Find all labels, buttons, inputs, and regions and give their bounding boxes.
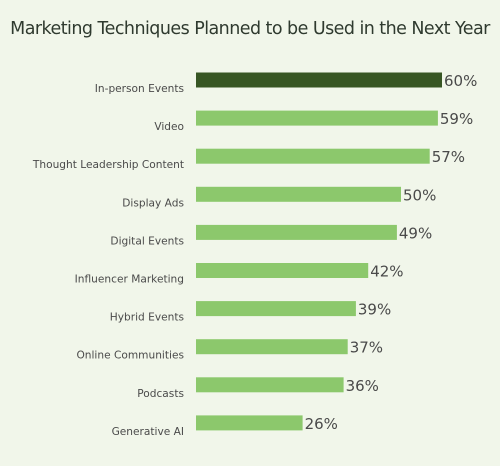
bar-podcasts [196,377,344,393]
bar-generative-ai [196,415,303,431]
category-label: Video [154,121,184,133]
value-label: 39% [358,301,391,319]
bar-video [196,110,438,126]
bar-hybrid-events [196,301,356,317]
category-label: Digital Events [110,235,184,247]
chart-title: Marketing Techniques Planned to be Used … [10,19,490,39]
category-label: Hybrid Events [110,312,184,324]
category-label: In-person Events [95,83,184,95]
value-label: 37% [350,339,383,357]
value-label: 36% [346,377,379,395]
value-label: 49% [399,224,432,242]
category-label: Influencer Marketing [75,274,184,286]
category-label: Online Communities [76,350,184,362]
value-label: 26% [305,415,338,433]
bar-in-person-events [196,72,442,88]
value-label: 57% [432,148,465,166]
value-label: 59% [440,110,473,128]
value-label: 50% [403,186,436,204]
bar-influencer-marketing [196,263,369,278]
bar-thought-leadership-content [196,148,430,164]
bar-online-communities [196,339,348,355]
category-label: Generative AI [112,426,184,438]
bar-digital-events [196,224,397,240]
category-label: Display Ads [122,197,184,209]
category-label: Thought Leadership Content [32,159,184,171]
value-label: 60% [444,72,477,90]
bar-display-ads [196,186,401,202]
value-label: 42% [370,263,403,281]
category-label: Podcasts [137,388,184,400]
